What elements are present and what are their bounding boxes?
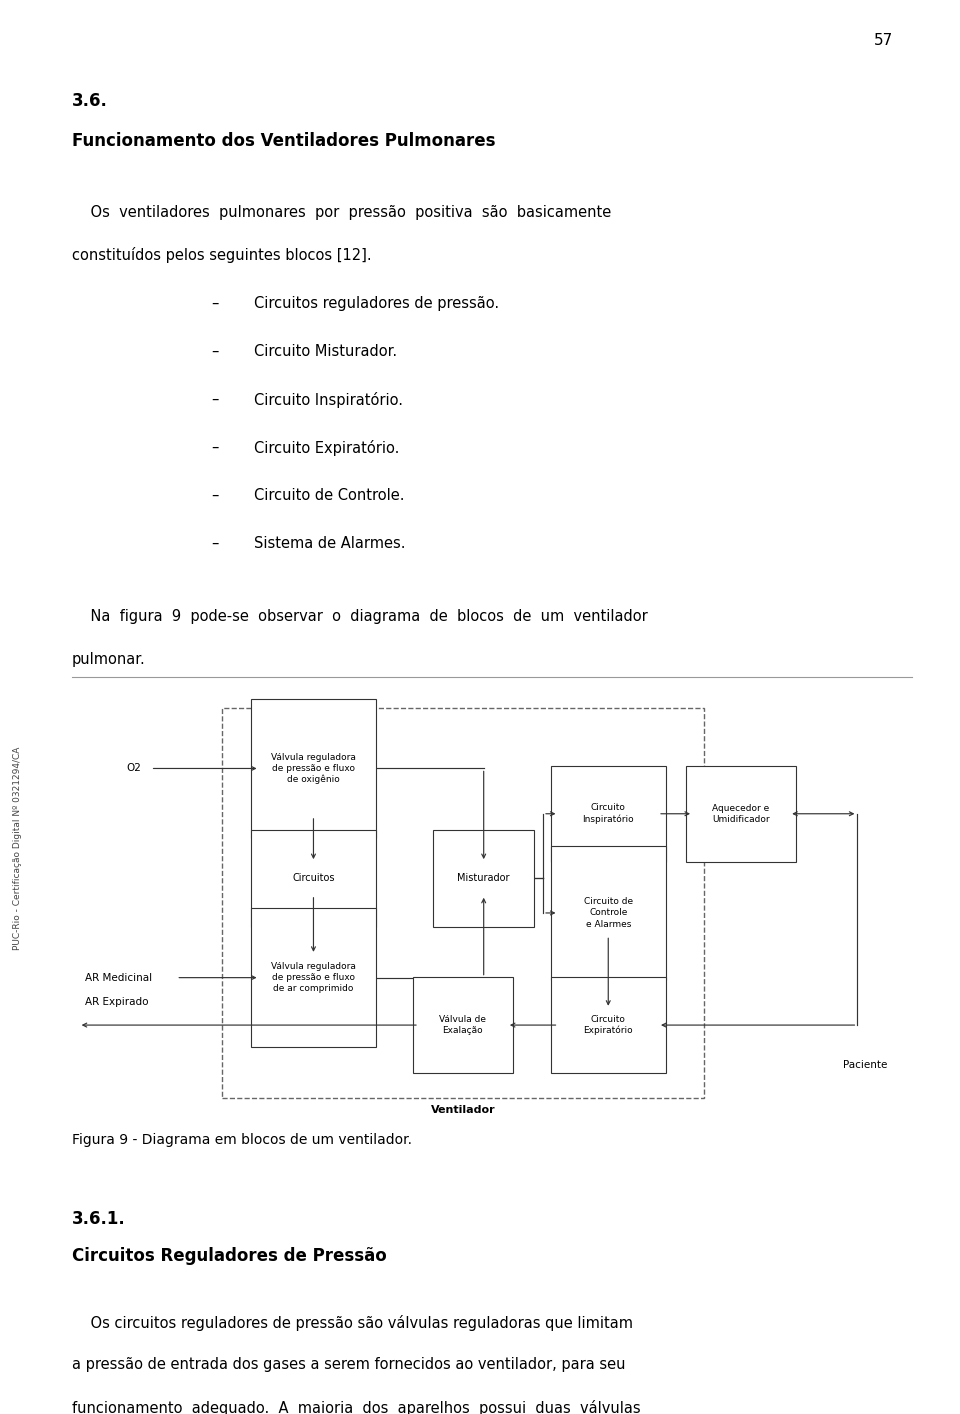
Text: 3.6.1.: 3.6.1. (72, 1210, 126, 1229)
Text: Os circuitos reguladores de pressão são válvulas reguladoras que limitam: Os circuitos reguladores de pressão são … (72, 1315, 633, 1331)
Text: Misturador: Misturador (458, 874, 510, 884)
Text: Válvula de
Exalação: Válvula de Exalação (440, 1015, 487, 1035)
Text: –: – (211, 440, 219, 455)
Text: Circuito Expiratório.: Circuito Expiratório. (254, 440, 399, 455)
Text: Circuito
Expiratório: Circuito Expiratório (584, 1015, 633, 1035)
Text: Paciente: Paciente (844, 1059, 888, 1069)
Text: Válvula reguladora
de pressão e fluxo
de ar comprimido: Válvula reguladora de pressão e fluxo de… (271, 962, 356, 993)
Text: Válvula reguladora
de pressão e fluxo
de oxigênio: Válvula reguladora de pressão e fluxo de… (271, 752, 356, 785)
Text: 3.6.: 3.6. (72, 92, 108, 110)
Text: –: – (211, 392, 219, 407)
Bar (413, 977, 514, 1073)
Text: –: – (211, 296, 219, 311)
Text: Circuitos Reguladores de Pressão: Circuitos Reguladores de Pressão (72, 1247, 387, 1266)
Text: –: – (211, 536, 219, 551)
Bar (222, 708, 704, 1099)
Bar (433, 830, 534, 926)
Text: Os  ventiladores  pulmonares  por  pressão  positiva  são  basicamente: Os ventiladores pulmonares por pressão p… (72, 205, 612, 221)
Text: funcionamento  adequado.  A  maioria  dos  aparelhos  possui  duas  válvulas: funcionamento adequado. A maioria dos ap… (72, 1400, 640, 1414)
Text: –: – (211, 488, 219, 503)
Bar (252, 699, 376, 837)
Text: Aquecedor e
Umidificador: Aquecedor e Umidificador (712, 803, 770, 824)
Text: Sistema de Alarmes.: Sistema de Alarmes. (254, 536, 406, 551)
Text: constituídos pelos seguintes blocos [12].: constituídos pelos seguintes blocos [12]… (72, 247, 372, 263)
Bar (551, 846, 666, 980)
Text: PUC-Rio - Certificação Digital Nº 0321294/CA: PUC-Rio - Certificação Digital Nº 032129… (12, 747, 22, 950)
Text: Circuitos: Circuitos (292, 874, 335, 884)
Text: Funcionamento dos Ventiladores Pulmonares: Funcionamento dos Ventiladores Pulmonare… (72, 132, 495, 150)
Text: Circuito de Controle.: Circuito de Controle. (254, 488, 405, 503)
Text: –: – (211, 344, 219, 359)
Text: pulmonar.: pulmonar. (72, 652, 146, 667)
Text: Ventilador: Ventilador (431, 1104, 495, 1114)
Bar (685, 766, 797, 863)
Text: Circuito
Inspiratório: Circuito Inspiratório (583, 803, 634, 824)
Text: O2: O2 (127, 764, 141, 773)
Text: Circuito Misturador.: Circuito Misturador. (254, 344, 397, 359)
Bar (551, 766, 666, 863)
Text: 57: 57 (874, 33, 893, 48)
Text: AR Medicinal: AR Medicinal (85, 973, 153, 983)
Text: Figura 9 - Diagrama em blocos de um ventilador.: Figura 9 - Diagrama em blocos de um vent… (72, 1133, 412, 1147)
Text: Na  figura  9  pode-se  observar  o  diagrama  de  blocos  de  um  ventilador: Na figura 9 pode-se observar o diagrama … (72, 609, 648, 625)
Text: AR Expirado: AR Expirado (85, 997, 149, 1007)
Bar (252, 908, 376, 1046)
Text: a pressão de entrada dos gases a serem fornecidos ao ventilador, para seu: a pressão de entrada dos gases a serem f… (72, 1357, 626, 1373)
Text: Circuitos reguladores de pressão.: Circuitos reguladores de pressão. (254, 296, 499, 311)
Bar (252, 830, 376, 926)
Text: Circuito de
Controle
e Alarmes: Circuito de Controle e Alarmes (584, 898, 633, 929)
Bar (551, 977, 666, 1073)
Text: Circuito Inspiratório.: Circuito Inspiratório. (254, 392, 403, 407)
